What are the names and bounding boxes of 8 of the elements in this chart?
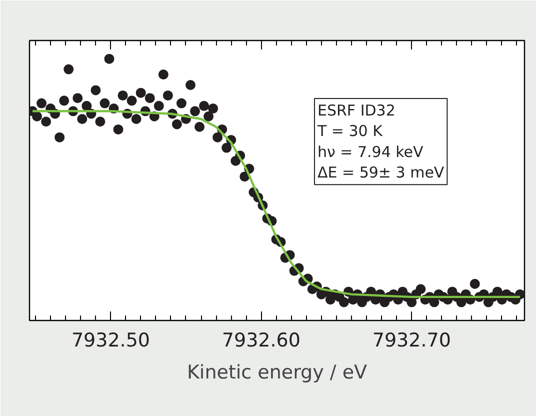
annotation: hν = 7.94 keV bbox=[318, 142, 424, 161]
x-tick-label: 7932.50 bbox=[71, 330, 150, 352]
annotation: T = 30 K bbox=[316, 122, 384, 140]
annotation: ESRF ID32 bbox=[318, 102, 396, 120]
x-axis-title: Kinetic energy / eV bbox=[186, 362, 368, 384]
x-tick-label: 7932.70 bbox=[372, 330, 451, 352]
x-tick-label: 7932.60 bbox=[222, 330, 300, 352]
annotation: ΔE = 59± 3 meV bbox=[318, 164, 445, 182]
